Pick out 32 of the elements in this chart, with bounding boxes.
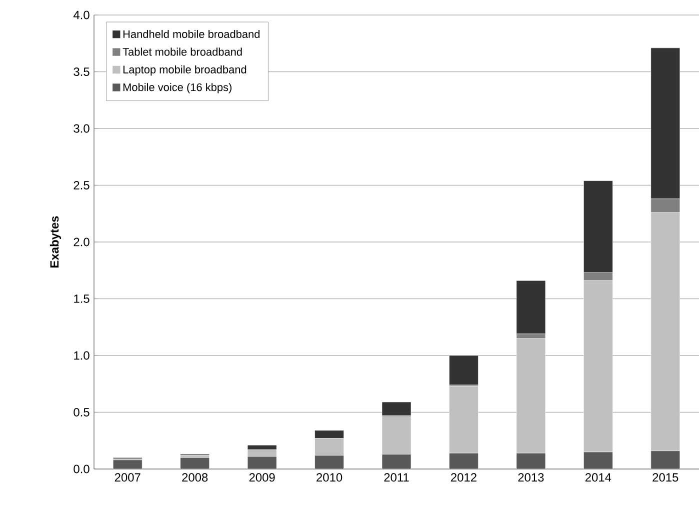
y-tick-label: 1.5: [74, 294, 90, 303]
legend-label: Handheld mobile broadband: [123, 30, 260, 38]
y-tick-label: 0.0: [74, 464, 90, 474]
x-tick-label: 2009: [249, 473, 275, 482]
bar: [516, 280, 546, 334]
legend-label: Mobile voice (16 kbps): [123, 83, 232, 94]
bar: [180, 458, 210, 469]
y-axis-title: Exabytes: [50, 216, 62, 268]
bar: [650, 450, 680, 469]
x-tick-label: 2012: [451, 473, 476, 482]
x-tick-label: 2013: [518, 473, 544, 482]
x-tick-label: 2007: [114, 473, 140, 482]
bar: [382, 454, 412, 469]
bar: [449, 452, 478, 469]
x-tick-label: 2015: [652, 473, 678, 482]
bar: [314, 455, 344, 469]
x-tick-label: 2011: [384, 473, 409, 482]
y-tick-label: 3.5: [74, 68, 90, 76]
x-tick-label: 2014: [585, 473, 612, 482]
bar: [113, 460, 142, 469]
y-tick-label: 4.0: [73, 10, 90, 20]
legend-label: Tablet mobile broadband: [122, 48, 242, 56]
y-tick-label: 3.0: [74, 124, 90, 133]
bar: [584, 452, 613, 469]
x-tick-label: 2008: [182, 473, 208, 482]
bar: [516, 452, 546, 469]
y-tick-label: 1.0: [74, 351, 90, 360]
legend-label: Laptop mobile broadband: [123, 65, 246, 76]
y-tick-label: 0.5: [74, 408, 90, 416]
x-tick-label: 2010: [316, 473, 342, 482]
y-tick-label: 2.5: [74, 181, 90, 190]
y-tick-label: 2.0: [74, 238, 90, 246]
